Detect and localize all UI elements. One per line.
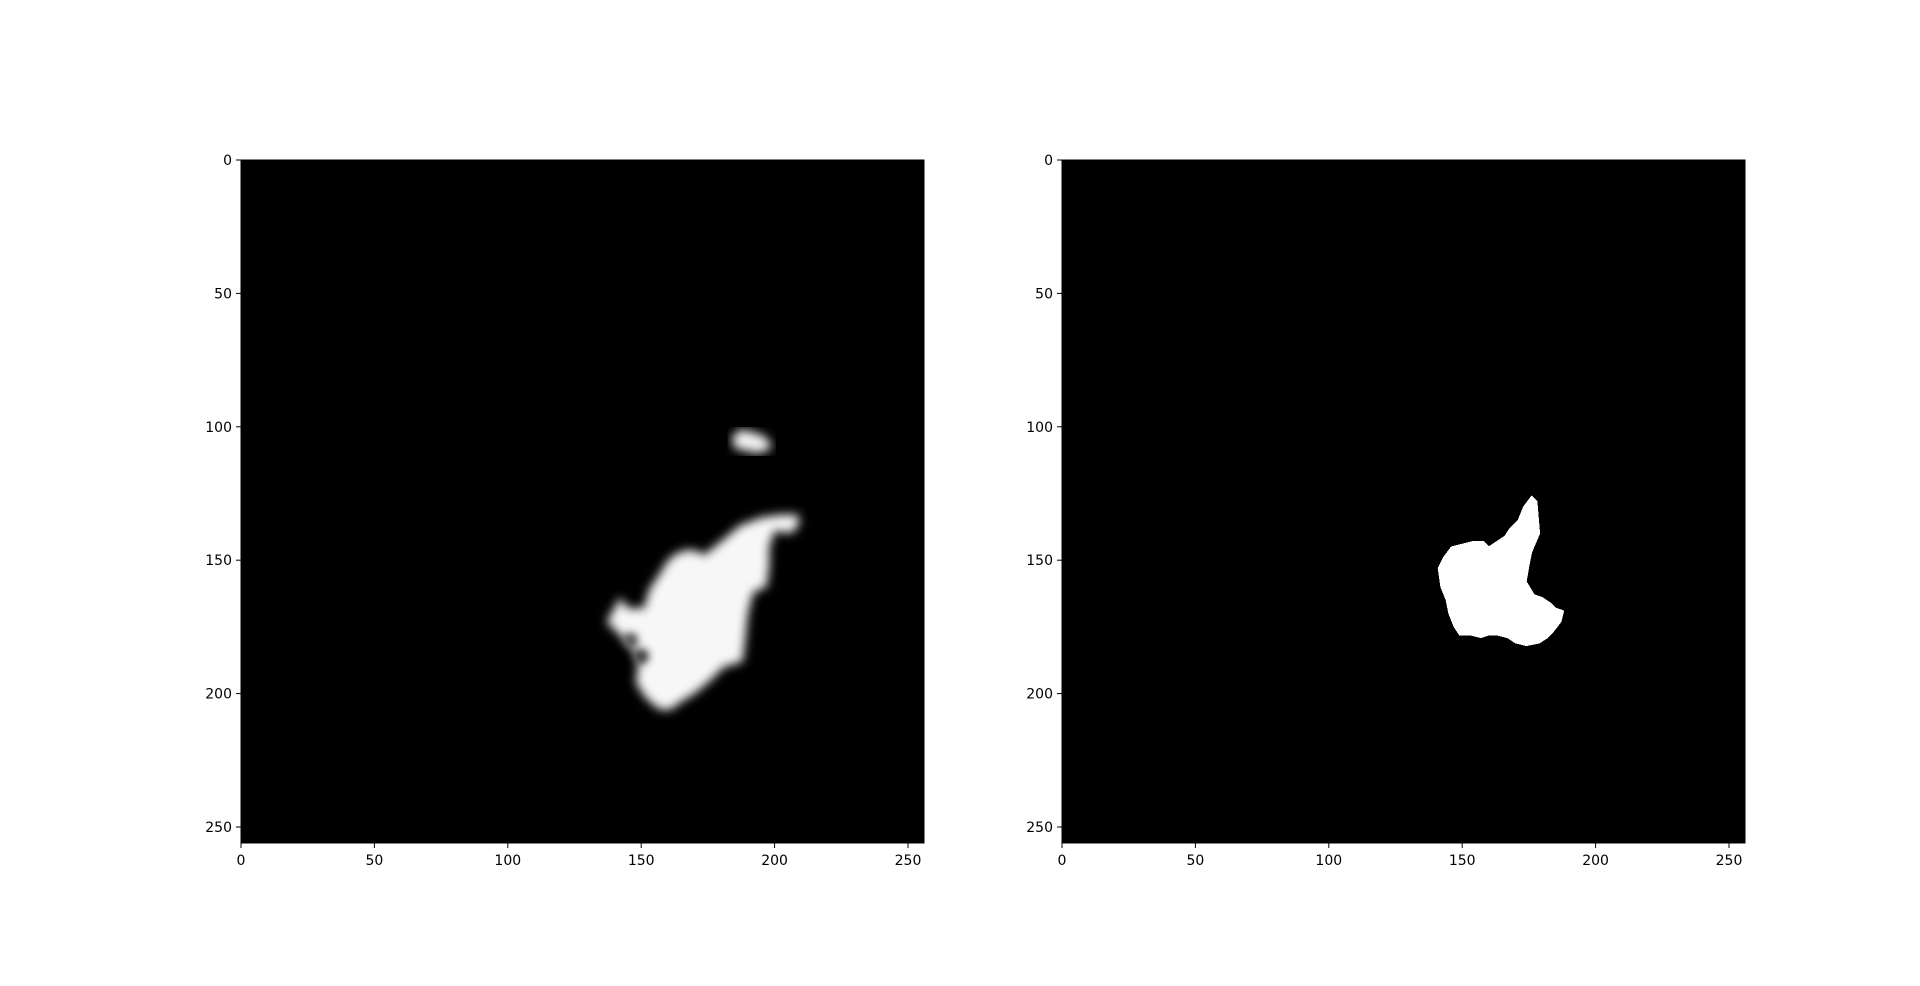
left-image-panel: 0 50 100 150 200 250 0 50 100 150 200 250	[205, 153, 925, 869]
axes-frame	[1061, 159, 1746, 844]
x-tick-label: 200	[1582, 853, 1609, 869]
x-tick-label: 100	[1315, 853, 1342, 869]
x-tick-label: 200	[761, 853, 788, 869]
intensity-blob-2	[731, 429, 772, 454]
x-tick-label: 250	[895, 853, 922, 869]
intensity-blob-1	[606, 514, 799, 710]
y-tick-label: 0	[1044, 153, 1053, 169]
dark-spot-1	[633, 648, 650, 665]
mask-region-1	[1437, 495, 1565, 647]
y-tick-label: 150	[205, 553, 232, 569]
y-tick-label: 200	[205, 687, 232, 703]
y-tick-label: 200	[1026, 687, 1053, 703]
dark-spot-2	[622, 632, 639, 649]
x-tick-label: 150	[1449, 853, 1476, 869]
image-background	[241, 160, 924, 843]
x-tick-label: 50	[365, 853, 383, 869]
axes-frame	[240, 159, 925, 844]
y-tick-label: 50	[1035, 286, 1053, 302]
y-tick-label: 50	[214, 286, 232, 302]
x-tick-label: 0	[237, 853, 246, 869]
y-tick-label: 100	[205, 420, 232, 436]
image-background	[1062, 160, 1745, 843]
x-tick-label: 0	[1058, 853, 1067, 869]
y-tick-label: 150	[1026, 553, 1053, 569]
y-tick-label: 0	[223, 153, 232, 169]
y-tick-label: 100	[1026, 420, 1053, 436]
right-mask-panel: 0 50 100 150 200 250 0 50 100 150 200 250	[1026, 153, 1746, 869]
x-tick-label: 50	[1186, 853, 1204, 869]
x-tick-label: 100	[494, 853, 521, 869]
y-tick-label: 250	[1026, 820, 1053, 836]
y-tick-label: 250	[205, 820, 232, 836]
x-tick-label: 150	[628, 853, 655, 869]
x-tick-label: 250	[1716, 853, 1743, 869]
